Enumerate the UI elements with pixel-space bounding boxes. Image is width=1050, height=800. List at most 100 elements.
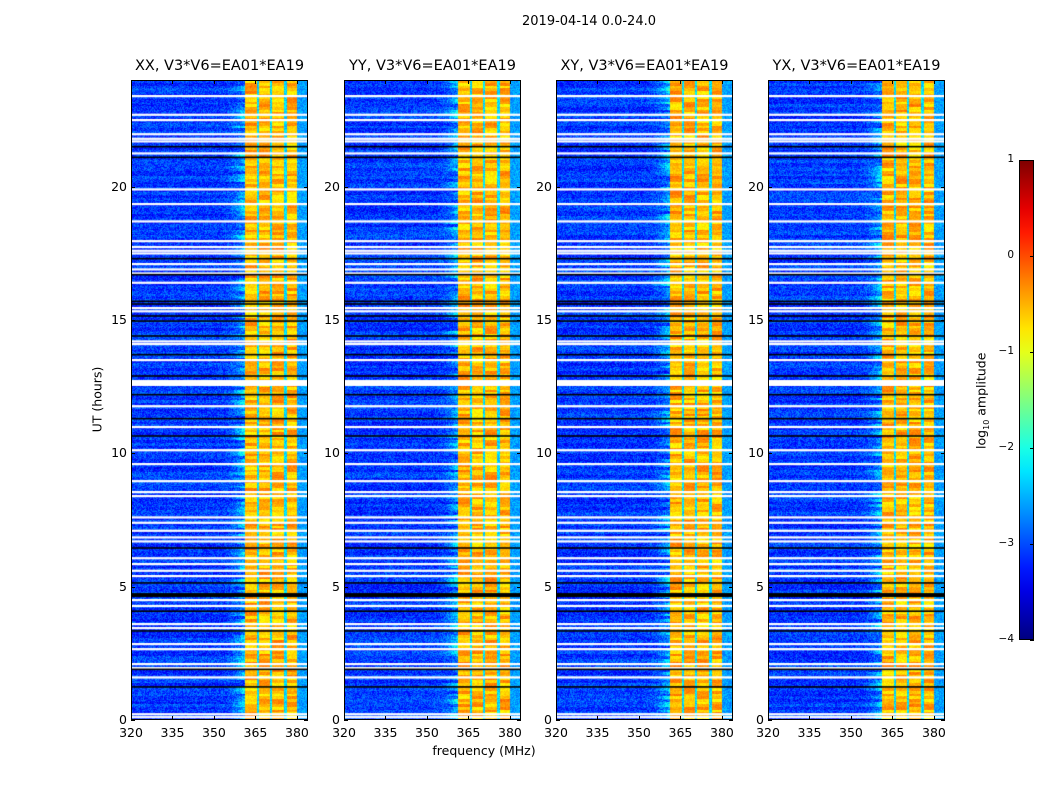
colorbar-label: log10 amplitude: [973, 352, 991, 449]
panel-yy: YY, V3*V6=EA01*EA19 320 335 350 365 380 0 5 10 15…: [324, 58, 522, 740]
y-tick-mark: [304, 320, 308, 321]
x-tick-mark: [680, 80, 682, 84]
x-tick-mark: [296, 716, 298, 720]
y-tick-mark: [344, 186, 348, 188]
x-tick-mark: [296, 80, 298, 84]
x-tick-mark: [468, 716, 470, 720]
y-tick-label: 15: [324, 312, 340, 327]
y-tick-label: 15: [111, 312, 127, 327]
x-tick-mark: [809, 80, 811, 84]
y-tick-label: 0: [119, 712, 127, 727]
x-tick-mark: [680, 716, 682, 720]
y-tick-label: 5: [119, 578, 127, 594]
y-tick-mark: [729, 320, 733, 321]
x-tick-mark: [809, 716, 811, 720]
y-tick-mark: [131, 320, 135, 321]
y-tick-label: 20: [748, 178, 764, 194]
panel-xx: XX, V3*V6=EA01*EA19 320 335 350 365 380 0 5 10 15…: [111, 58, 309, 740]
y-tick-mark: [517, 720, 521, 721]
x-tick-label: 350: [202, 725, 226, 740]
plot-frame: [131, 80, 308, 720]
colorbar-tick-mark: [1030, 448, 1034, 449]
x-tick-mark: [638, 716, 640, 720]
x-tick-mark: [344, 80, 345, 84]
y-tick-mark: [768, 453, 772, 455]
x-tick-mark: [768, 80, 769, 84]
y-tick-mark: [131, 186, 135, 188]
y-tick-mark: [729, 186, 733, 188]
y-tick-mark: [131, 586, 135, 588]
x-tick-label: 350: [839, 725, 863, 740]
x-tick-label: 380: [285, 725, 309, 740]
x-tick-mark: [768, 716, 769, 720]
colorbar-tick-mark: [1030, 640, 1034, 641]
colorbar-tick-mark: [1030, 352, 1034, 353]
waterfall-heatmap: [131, 80, 308, 720]
x-tick-mark: [509, 716, 511, 720]
colorbar-tick-label: 1: [1007, 153, 1014, 165]
x-tick-label: 320: [119, 725, 143, 740]
x-tick-label: 320: [544, 725, 568, 740]
x-tick-mark: [172, 716, 174, 720]
colorbar-tick-mark: [1030, 256, 1034, 257]
plot-frame: [556, 80, 733, 720]
y-tick-label: 0: [756, 712, 764, 727]
y-tick-mark: [344, 586, 348, 588]
y-tick-mark: [304, 453, 308, 455]
x-tick-mark: [213, 716, 215, 720]
panel-title: XY, V3*V6=EA01*EA19: [560, 58, 729, 74]
x-tick-mark: [509, 80, 511, 84]
x-tick-label: 365: [456, 725, 481, 740]
x-tick-mark: [556, 716, 557, 720]
y-tick-mark: [556, 586, 560, 588]
x-tick-mark: [638, 80, 640, 84]
x-tick-mark: [850, 716, 852, 720]
y-tick-label: 0: [544, 712, 552, 727]
x-tick-mark: [255, 716, 257, 720]
x-tick-label: 380: [710, 725, 734, 740]
y-tick-label: 10: [748, 445, 764, 461]
x-tick-mark: [213, 80, 215, 84]
x-axis-label: frequency (MHz): [432, 743, 536, 758]
x-tick-label: 350: [415, 725, 439, 740]
x-tick-mark: [344, 716, 345, 720]
x-tick-mark: [892, 80, 894, 84]
x-tick-label: 365: [668, 725, 693, 740]
y-tick-label: 20: [324, 178, 340, 194]
y-tick-mark: [131, 720, 135, 721]
x-tick-mark: [933, 80, 935, 84]
y-tick-label: 20: [111, 178, 127, 194]
colorbar: [1019, 160, 1034, 640]
x-tick-mark: [850, 80, 852, 84]
x-tick-label: 380: [498, 725, 522, 740]
y-tick-mark: [131, 453, 135, 455]
x-tick-label: 365: [880, 725, 905, 740]
y-tick-label: 15: [748, 312, 764, 327]
x-tick-mark: [721, 716, 723, 720]
y-tick-label: 0: [332, 712, 340, 727]
plot-frame: [768, 80, 945, 720]
y-tick-mark: [304, 586, 308, 588]
x-tick-mark: [468, 80, 470, 84]
x-tick-label: 365: [243, 725, 268, 740]
figure-title: 2019-04-14 0.0-24.0: [522, 14, 656, 29]
x-tick-label: 335: [160, 725, 185, 740]
x-tick-mark: [385, 80, 387, 84]
y-tick-mark: [768, 186, 772, 188]
x-tick-mark: [892, 716, 894, 720]
y-tick-mark: [556, 186, 560, 188]
y-tick-mark: [517, 186, 521, 188]
colorbar-tick-label: 0: [1007, 249, 1014, 261]
y-tick-mark: [344, 320, 348, 321]
panel-title: YX, V3*V6=EA01*EA19: [772, 58, 941, 74]
x-tick-label: 335: [373, 725, 398, 740]
y-tick-mark: [941, 186, 945, 188]
y-tick-label: 5: [332, 578, 340, 594]
x-tick-mark: [426, 80, 428, 84]
y-tick-mark: [941, 453, 945, 455]
y-tick-mark: [517, 320, 521, 321]
y-tick-mark: [517, 586, 521, 588]
x-tick-label: 335: [797, 725, 822, 740]
y-tick-mark: [941, 586, 945, 588]
y-tick-mark: [729, 586, 733, 588]
